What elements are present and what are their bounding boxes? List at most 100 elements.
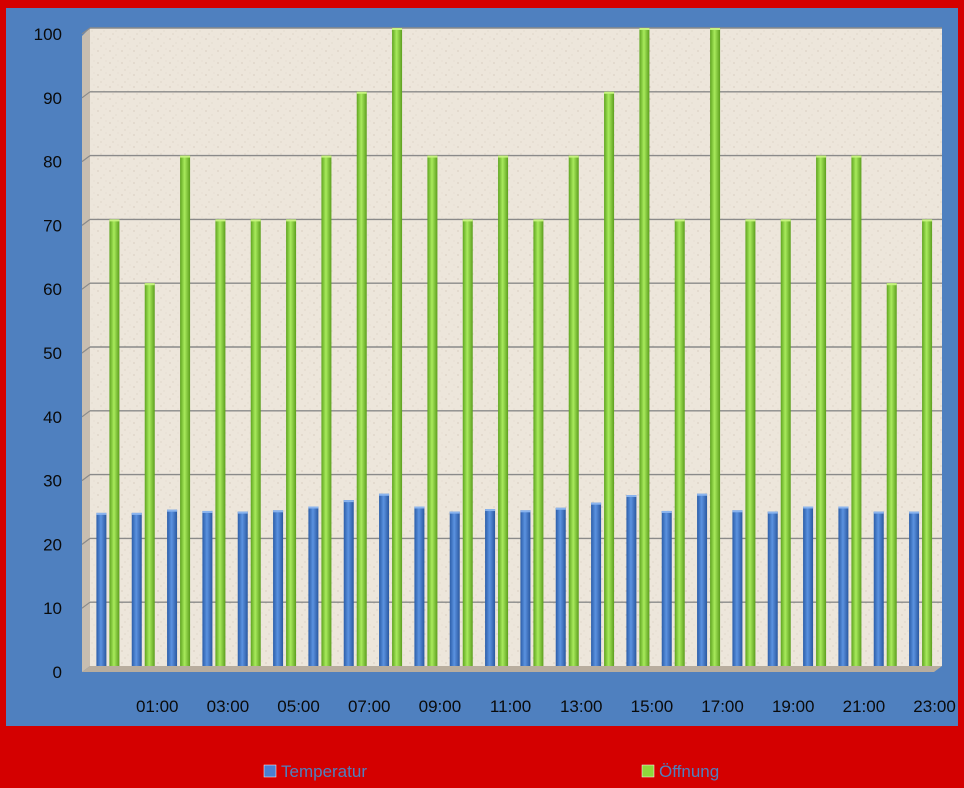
x-tick-label: 21:00 bbox=[843, 697, 886, 716]
bar-oeffnung-top bbox=[922, 219, 933, 222]
x-tick-label: 17:00 bbox=[701, 697, 744, 716]
bar-oeffnung bbox=[604, 91, 615, 667]
bar-oeffnung-top bbox=[427, 155, 438, 158]
bar-temperatur bbox=[767, 511, 778, 666]
bar-temperatur-top bbox=[96, 512, 107, 515]
bar-oeffnung-top bbox=[462, 219, 473, 222]
bar-temperatur bbox=[167, 509, 178, 666]
bar-temperatur-top bbox=[414, 506, 425, 509]
bar-oeffnung bbox=[109, 219, 120, 666]
y-tick-label: 0 bbox=[53, 663, 62, 682]
gridlines bbox=[81, 27, 942, 609]
bar-oeffnung bbox=[674, 219, 685, 666]
y-tick-label: 10 bbox=[43, 599, 62, 618]
bar-temperatur-top bbox=[308, 506, 319, 509]
bar-temperatur-top bbox=[202, 510, 213, 513]
bar-temperatur-top bbox=[803, 506, 814, 509]
bar-oeffnung-top bbox=[286, 219, 297, 222]
bar-temperatur-top bbox=[343, 500, 354, 503]
bar-temperatur-top bbox=[697, 493, 708, 496]
bar-oeffnung-top bbox=[851, 155, 862, 158]
bar-oeffnung-top bbox=[745, 219, 756, 222]
bar-oeffnung bbox=[392, 28, 403, 666]
bar-temperatur-top bbox=[591, 502, 602, 505]
gridline-side bbox=[81, 410, 91, 418]
bar-oeffnung-top bbox=[780, 219, 791, 222]
bar-oeffnung-top bbox=[498, 155, 509, 158]
bar-temperatur bbox=[520, 510, 531, 666]
bar-temperatur bbox=[414, 506, 425, 666]
bar-oeffnung bbox=[568, 155, 579, 666]
bar-oeffnung bbox=[816, 155, 827, 666]
bar-oeffnung-top bbox=[568, 155, 579, 158]
x-tick-label: 19:00 bbox=[772, 697, 815, 716]
gridline-side bbox=[81, 218, 91, 226]
bar-oeffnung-top bbox=[356, 91, 367, 94]
bar-temperatur bbox=[909, 511, 920, 666]
gridline-side bbox=[81, 537, 91, 545]
bar-oeffnung-top bbox=[250, 219, 261, 222]
bar-temperatur bbox=[379, 493, 390, 666]
bar-temperatur bbox=[661, 510, 672, 666]
bar-temperatur-top bbox=[167, 509, 178, 512]
y-tick-label: 100 bbox=[34, 25, 62, 44]
bar-temperatur-top bbox=[838, 506, 849, 509]
bar-oeffnung bbox=[321, 155, 332, 666]
y-tick-label: 30 bbox=[43, 472, 62, 491]
y-tick-label: 50 bbox=[43, 344, 62, 363]
bar-oeffnung bbox=[250, 219, 261, 666]
plot-floor bbox=[82, 666, 942, 672]
bar-temperatur bbox=[803, 506, 814, 666]
bar-oeffnung bbox=[462, 219, 473, 666]
bar-temperatur-top bbox=[626, 495, 637, 498]
bar-temperatur bbox=[237, 511, 248, 666]
bar-oeffnung bbox=[533, 219, 544, 666]
bar-oeffnung bbox=[710, 28, 721, 666]
bar-oeffnung bbox=[144, 283, 155, 666]
legend-label: Öffnung bbox=[659, 762, 719, 781]
x-axis: 01:00 03:00 05:00 07:00 09:00 11:00 13:00 15:00… bbox=[136, 697, 956, 716]
x-tick-label: 13:00 bbox=[560, 697, 603, 716]
x-tick-label: 11:00 bbox=[490, 697, 531, 716]
y-tick-label: 70 bbox=[43, 216, 62, 235]
x-tick-label: 01:00 bbox=[136, 697, 179, 716]
bar-oeffnung-top bbox=[321, 155, 332, 158]
bar-temperatur bbox=[308, 506, 319, 666]
bar-oeffnung-top bbox=[215, 219, 226, 222]
bar-temperatur-top bbox=[732, 510, 743, 513]
y-tick-label: 40 bbox=[43, 408, 62, 427]
bars bbox=[96, 28, 933, 667]
legend-swatch bbox=[263, 764, 277, 778]
bar-temperatur-top bbox=[379, 493, 390, 496]
bar-temperatur bbox=[626, 495, 637, 666]
bar-temperatur-top bbox=[485, 509, 496, 512]
bar-oeffnung bbox=[922, 219, 933, 666]
bar-oeffnung bbox=[286, 219, 297, 666]
bar-oeffnung-top bbox=[109, 219, 120, 222]
gridline-side bbox=[81, 474, 91, 482]
bar-oeffnung-top bbox=[533, 219, 544, 222]
bar-temperatur-top bbox=[555, 507, 566, 510]
bar-oeffnung-top bbox=[710, 28, 721, 30]
bar-oeffnung bbox=[180, 155, 191, 666]
bar-oeffnung bbox=[639, 28, 650, 666]
y-tick-label: 20 bbox=[43, 535, 62, 554]
bar-temperatur-top bbox=[767, 511, 778, 514]
bar-temperatur bbox=[873, 511, 884, 666]
bar-temperatur-top bbox=[661, 510, 672, 513]
gridline-side bbox=[81, 282, 91, 290]
bar-temperatur-top bbox=[449, 511, 460, 514]
gridline-side bbox=[81, 155, 91, 163]
bar-oeffnung-top bbox=[392, 28, 403, 30]
bar-temperatur bbox=[202, 510, 213, 666]
x-tick-label: 23:00 bbox=[913, 697, 956, 716]
legend-swatch bbox=[641, 764, 655, 778]
x-tick-label: 15:00 bbox=[631, 697, 674, 716]
bar-oeffnung-top bbox=[144, 283, 155, 286]
bar-temperatur-top bbox=[909, 511, 920, 514]
bar-temperatur bbox=[485, 509, 496, 666]
gridline-side bbox=[81, 346, 91, 354]
gridline-side bbox=[81, 601, 91, 609]
